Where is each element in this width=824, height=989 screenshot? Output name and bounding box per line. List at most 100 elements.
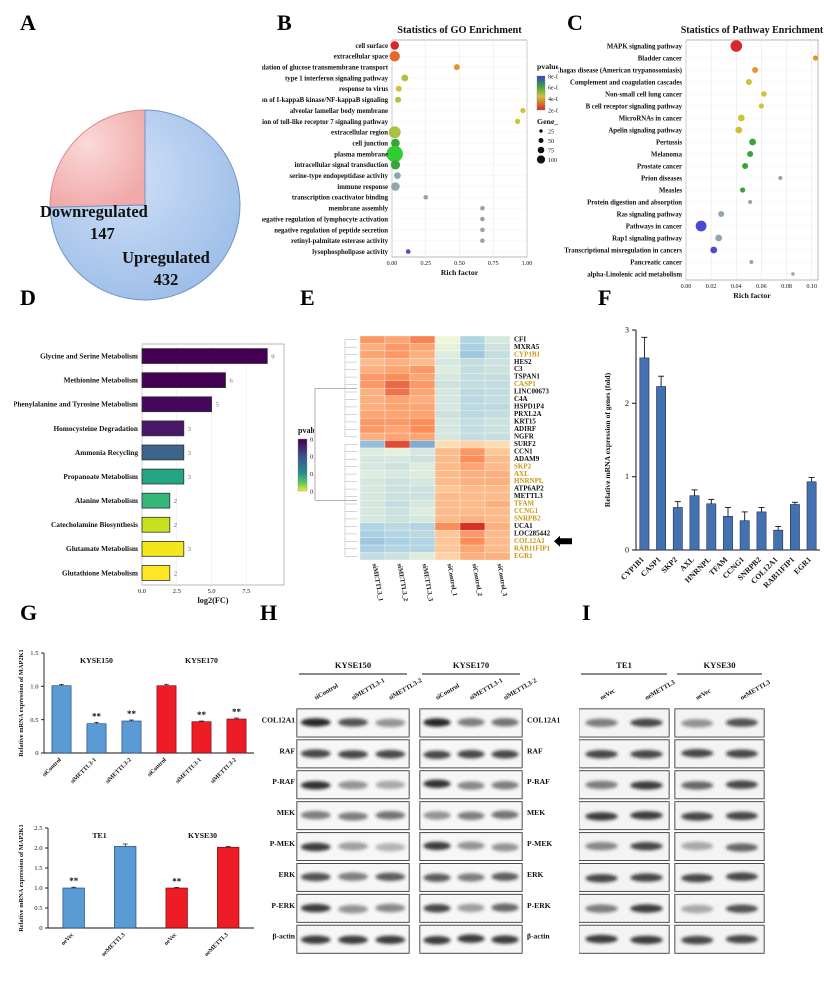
svg-text:Prion diseases: Prion diseases xyxy=(641,175,682,182)
svg-text:Bladder cancer: Bladder cancer xyxy=(638,55,682,62)
svg-text:2.0: 2.0 xyxy=(34,845,43,852)
svg-text:2.5: 2.5 xyxy=(173,588,181,595)
svg-text:147: 147 xyxy=(90,224,115,243)
svg-text:0.00: 0.00 xyxy=(681,284,692,290)
svg-text:0.5: 0.5 xyxy=(34,905,43,912)
svg-text:0.10: 0.10 xyxy=(806,284,817,290)
svg-text:serine-type endopeptidase acti: serine-type endopeptidase activity xyxy=(289,173,388,180)
svg-text:Downregulated: Downregulated xyxy=(40,202,148,221)
svg-text:retinyl-palmitate esterase act: retinyl-palmitate esterase activity xyxy=(291,238,388,245)
svg-text:KYSE150: KYSE150 xyxy=(80,656,113,665)
svg-text:8e-04: 8e-04 xyxy=(548,74,558,80)
svg-text:oeMETTL3: oeMETTL3 xyxy=(101,932,127,958)
svg-text:Apelin signaling pathway: Apelin signaling pathway xyxy=(608,127,682,134)
svg-text:0.00: 0.00 xyxy=(387,261,398,267)
svg-text:Gene_number: Gene_number xyxy=(537,117,558,126)
svg-text:TE1: TE1 xyxy=(616,660,632,670)
svg-text:siMETTL3-1: siMETTL3-1 xyxy=(351,677,387,702)
svg-text:siMETTL3-1: siMETTL3-1 xyxy=(175,757,203,785)
svg-text:6e-04: 6e-04 xyxy=(548,86,558,92)
svg-text:MAPK signaling pathway: MAPK signaling pathway xyxy=(607,43,683,50)
svg-text:MEK: MEK xyxy=(527,808,545,817)
svg-text:2: 2 xyxy=(174,522,177,529)
svg-text:Phenylalanine and Tyrosine Met: Phenylalanine and Tyrosine Metabolism xyxy=(14,400,138,409)
svg-text:100: 100 xyxy=(548,158,557,164)
svg-text:**: ** xyxy=(92,711,102,721)
svg-text:EGR1: EGR1 xyxy=(792,555,813,576)
svg-text:siMETTL3-2: siMETTL3-2 xyxy=(503,677,539,702)
svg-text:Ras signaling pathway: Ras signaling pathway xyxy=(617,211,683,218)
svg-text:Catecholamine Biosynthesis: Catecholamine Biosynthesis xyxy=(51,520,138,529)
svg-text:Chagas disease (American trypa: Chagas disease (American trypanosomiasis… xyxy=(558,67,682,74)
svg-text:siMETTL3_1: siMETTL3_1 xyxy=(371,563,385,602)
svg-text:response to virus: response to virus xyxy=(339,86,388,93)
svg-text:ERK: ERK xyxy=(279,870,296,879)
svg-text:siControl_2: siControl_2 xyxy=(471,563,484,597)
svg-text:lysophospholipase activity: lysophospholipase activity xyxy=(312,249,388,256)
svg-text:Propanoate Metabolism: Propanoate Metabolism xyxy=(63,472,138,481)
svg-text:type 1 interferon signaling pa: type 1 interferon signaling pathway xyxy=(285,75,389,82)
svg-text:Glutamate Metabolism: Glutamate Metabolism xyxy=(66,544,138,553)
svg-text:4e-04: 4e-04 xyxy=(548,97,558,103)
svg-text:**: ** xyxy=(232,707,242,717)
svg-text:50: 50 xyxy=(548,139,554,145)
svg-text:positive regulation of glucose: positive regulation of glucose transmemb… xyxy=(262,65,389,72)
svg-text:RAF: RAF xyxy=(527,746,543,755)
svg-text:alveolar lamellar body membran: alveolar lamellar body membrane xyxy=(290,108,388,115)
svg-text:oeMETTL3: oeMETTL3 xyxy=(644,679,677,702)
svg-text:TE1: TE1 xyxy=(92,831,106,840)
svg-text:B cell receptor signaling path: B cell receptor signaling pathway xyxy=(586,103,683,110)
svg-text:Upregulated: Upregulated xyxy=(122,248,210,267)
svg-text:1.0: 1.0 xyxy=(30,684,39,691)
svg-text:0.75: 0.75 xyxy=(488,261,499,267)
svg-text:oeVec: oeVec xyxy=(61,932,76,947)
svg-text:Statistics of GO Enrichment: Statistics of GO Enrichment xyxy=(397,25,522,36)
svg-text:membrane assembly: membrane assembly xyxy=(329,206,389,213)
svg-text:siMETTL3_2: siMETTL3_2 xyxy=(396,563,410,602)
svg-text:Protein digestion and absorpti: Protein digestion and absorption xyxy=(587,199,682,206)
svg-text:0.06: 0.06 xyxy=(756,284,767,290)
svg-text:432: 432 xyxy=(154,270,179,289)
svg-text:RAF: RAF xyxy=(279,746,295,755)
svg-text:Relative mRNA expression of MA: Relative mRNA expression of MAP2K1 xyxy=(18,649,25,756)
svg-text:siMETTL3-2: siMETTL3-2 xyxy=(388,677,424,702)
svg-text:0.02: 0.02 xyxy=(706,284,717,290)
svg-text:Melanoma: Melanoma xyxy=(651,151,683,158)
svg-text:extracellular space: extracellular space xyxy=(334,54,388,61)
svg-text:KYSE30: KYSE30 xyxy=(704,660,736,670)
svg-text:oeVec: oeVec xyxy=(164,932,179,947)
svg-text:Statistics of Pathway Enrichme: Statistics of Pathway Enrichment xyxy=(681,25,824,36)
svg-text:Pancreatic cancer: Pancreatic cancer xyxy=(630,259,682,266)
svg-text:0.0: 0.0 xyxy=(138,588,146,595)
svg-text:0.5: 0.5 xyxy=(30,717,39,724)
svg-text:siMETTL3-1: siMETTL3-1 xyxy=(469,677,505,702)
svg-text:1.5: 1.5 xyxy=(30,650,39,657)
svg-text:0.50: 0.50 xyxy=(454,261,465,267)
svg-text:MicroRNAs in cancer: MicroRNAs in cancer xyxy=(619,115,682,122)
svg-text:Ammonia Recycling: Ammonia Recycling xyxy=(75,448,138,457)
svg-text:KYSE150: KYSE150 xyxy=(335,660,371,670)
svg-text:oeMETTL3: oeMETTL3 xyxy=(739,679,772,702)
svg-text:positive regulation of I-kappa: positive regulation of I-kappaB kinase/N… xyxy=(262,97,389,104)
svg-text:P-ERK: P-ERK xyxy=(527,901,551,910)
svg-text:Alanine Metabolism: Alanine Metabolism xyxy=(75,496,138,505)
svg-text:COL12A1: COL12A1 xyxy=(262,716,296,725)
svg-text:oeVec: oeVec xyxy=(695,688,713,702)
svg-text:Rich factor: Rich factor xyxy=(733,291,771,300)
svg-text:siControl_3: siControl_3 xyxy=(496,563,509,597)
svg-text:Pathways in cancer: Pathways in cancer xyxy=(626,223,682,230)
svg-text:**: ** xyxy=(127,709,137,719)
svg-text:COL12A1: COL12A1 xyxy=(527,716,561,725)
svg-text:extracellular region: extracellular region xyxy=(331,130,388,137)
svg-text:**: ** xyxy=(172,876,182,886)
svg-text:intracellular signal transduct: intracellular signal transduction xyxy=(294,162,388,169)
svg-text:2: 2 xyxy=(174,498,177,505)
svg-text:5.0: 5.0 xyxy=(208,588,216,595)
svg-text:β-actin: β-actin xyxy=(527,932,550,941)
svg-text:siMETTL3_3: siMETTL3_3 xyxy=(421,563,435,602)
svg-text:siControl: siControl xyxy=(435,682,461,701)
svg-text:Methionine Metabolism: Methionine Metabolism xyxy=(64,376,138,385)
svg-text:plasma membrane: plasma membrane xyxy=(334,151,388,158)
svg-text:siMETTL3-2: siMETTL3-2 xyxy=(210,757,238,785)
svg-text:negative regulation of peptide: negative regulation of peptide secretion xyxy=(274,227,388,234)
